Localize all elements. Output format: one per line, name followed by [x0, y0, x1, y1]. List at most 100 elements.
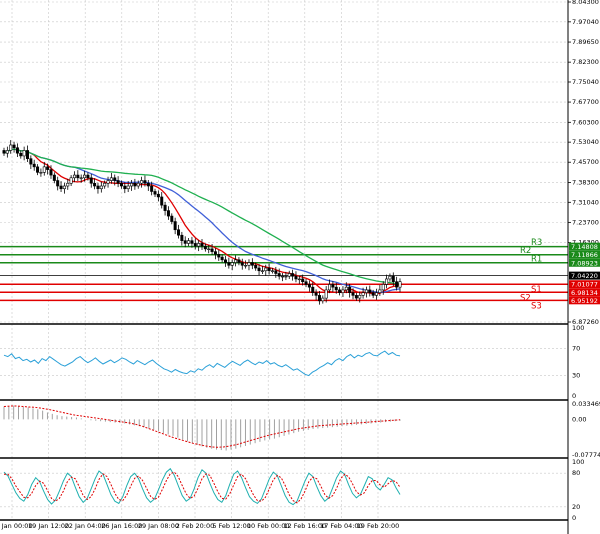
candle-body [354, 295, 358, 299]
price-tick-label: 7.23700 [572, 218, 599, 226]
macd-tick-label: 0.033469 [572, 400, 600, 408]
pivot-label-s2: S2 [520, 293, 531, 303]
rsi-tick-label: 70 [572, 344, 580, 352]
candle-body [93, 182, 97, 187]
candle-body [89, 177, 93, 184]
candle-body [395, 281, 399, 288]
candle-body [388, 275, 392, 280]
oscillator-panes [3, 350, 401, 506]
candle-body [200, 243, 204, 247]
candle-body [223, 259, 227, 263]
candle-body [311, 286, 315, 293]
candle-body [378, 289, 382, 293]
candle-body [143, 180, 147, 184]
price-tick-label: 6.87260 [572, 318, 599, 326]
candle-body [307, 284, 311, 288]
candle-body [351, 292, 355, 296]
candle-body [348, 286, 352, 293]
candle-body [210, 248, 214, 252]
candle-body [29, 158, 33, 165]
candle-body [150, 185, 154, 192]
candle-body [76, 174, 80, 179]
candle-body [301, 278, 305, 282]
price-tick-label: 8.04300 [572, 0, 599, 6]
candle-body [153, 191, 157, 195]
candle-body [264, 267, 268, 272]
candle-body [247, 262, 251, 266]
candle-body [69, 177, 73, 184]
candle-body [371, 292, 375, 296]
candle-body [270, 270, 274, 272]
pivot-price-tag-bg [569, 258, 600, 267]
candle-body [22, 150, 26, 157]
stoch-tick-label: 20 [572, 503, 580, 511]
price-tick-label: 7.75040 [572, 78, 599, 86]
pivot-price-tag-bg [569, 250, 600, 259]
pivot-label-s1: S1 [531, 285, 542, 295]
candle-body [207, 248, 211, 250]
candle-body [334, 286, 338, 291]
candle-body [126, 185, 130, 190]
candle-body [163, 204, 167, 211]
candle-body [257, 267, 261, 272]
stoch-main-line [3, 467, 401, 506]
candle-body [317, 295, 321, 302]
candle-body [49, 169, 53, 176]
candle-body [25, 150, 29, 159]
candle-body [227, 262, 231, 266]
candle-body [321, 297, 325, 302]
candle-body [381, 284, 385, 291]
time-tick-label: 12 Feb 16:00 [283, 522, 326, 530]
candle-body [133, 182, 137, 187]
candle-body [361, 292, 365, 296]
pivot-price-tag-bg [569, 280, 600, 289]
candle-body [59, 185, 63, 190]
candle-body [156, 193, 160, 198]
time-tick-label: 19 Feb 20:00 [357, 522, 400, 530]
candle-body [116, 180, 120, 184]
price-tick-label: 7.53040 [572, 138, 599, 146]
current-price-tag: 7.04220 [571, 272, 598, 280]
candle-body [42, 166, 46, 173]
candle-body [136, 182, 140, 187]
candle-body [5, 150, 9, 154]
candle-body [56, 180, 60, 187]
pivot-price-tag: 7.11866 [571, 251, 598, 259]
rsi-tick-label: 100 [572, 324, 584, 332]
candle-body [62, 185, 66, 190]
candle-body [166, 210, 170, 217]
candle-body [183, 240, 187, 244]
candle-body [173, 221, 177, 231]
pivot-price-tag-bg [569, 242, 600, 251]
time-tick-label: 19 Jan 12:00 [28, 522, 69, 530]
candle-body [331, 284, 335, 288]
grid [0, 0, 568, 520]
price-tick-label: 7.89650 [572, 38, 599, 46]
time-tick-label: 5 Feb 12:00 [212, 522, 251, 530]
candle-body [19, 152, 23, 157]
candle-body [170, 215, 174, 222]
candle-body [398, 281, 402, 288]
macd-tick-label: 0.00 [572, 415, 586, 423]
candle-body [113, 177, 117, 181]
candle-body [109, 177, 113, 181]
candle-body [344, 286, 348, 291]
macd-signal-line [3, 405, 401, 448]
time-tick-label: 29 Jan 08:00 [138, 522, 179, 530]
price-tick-label: 7.97040 [572, 18, 599, 26]
candle-body [106, 180, 110, 184]
candle-body [72, 174, 76, 179]
pivot-label-s3: S3 [531, 301, 542, 311]
candle-body [375, 292, 379, 296]
candle-body [328, 284, 332, 291]
candle-body [244, 264, 248, 267]
candle-body [297, 278, 301, 281]
candle-body [281, 275, 285, 278]
current-price-tag-bg [569, 271, 600, 280]
candle-body [46, 166, 50, 170]
candle-body [284, 275, 288, 278]
candle-body [254, 264, 258, 269]
candle-body [391, 275, 395, 282]
